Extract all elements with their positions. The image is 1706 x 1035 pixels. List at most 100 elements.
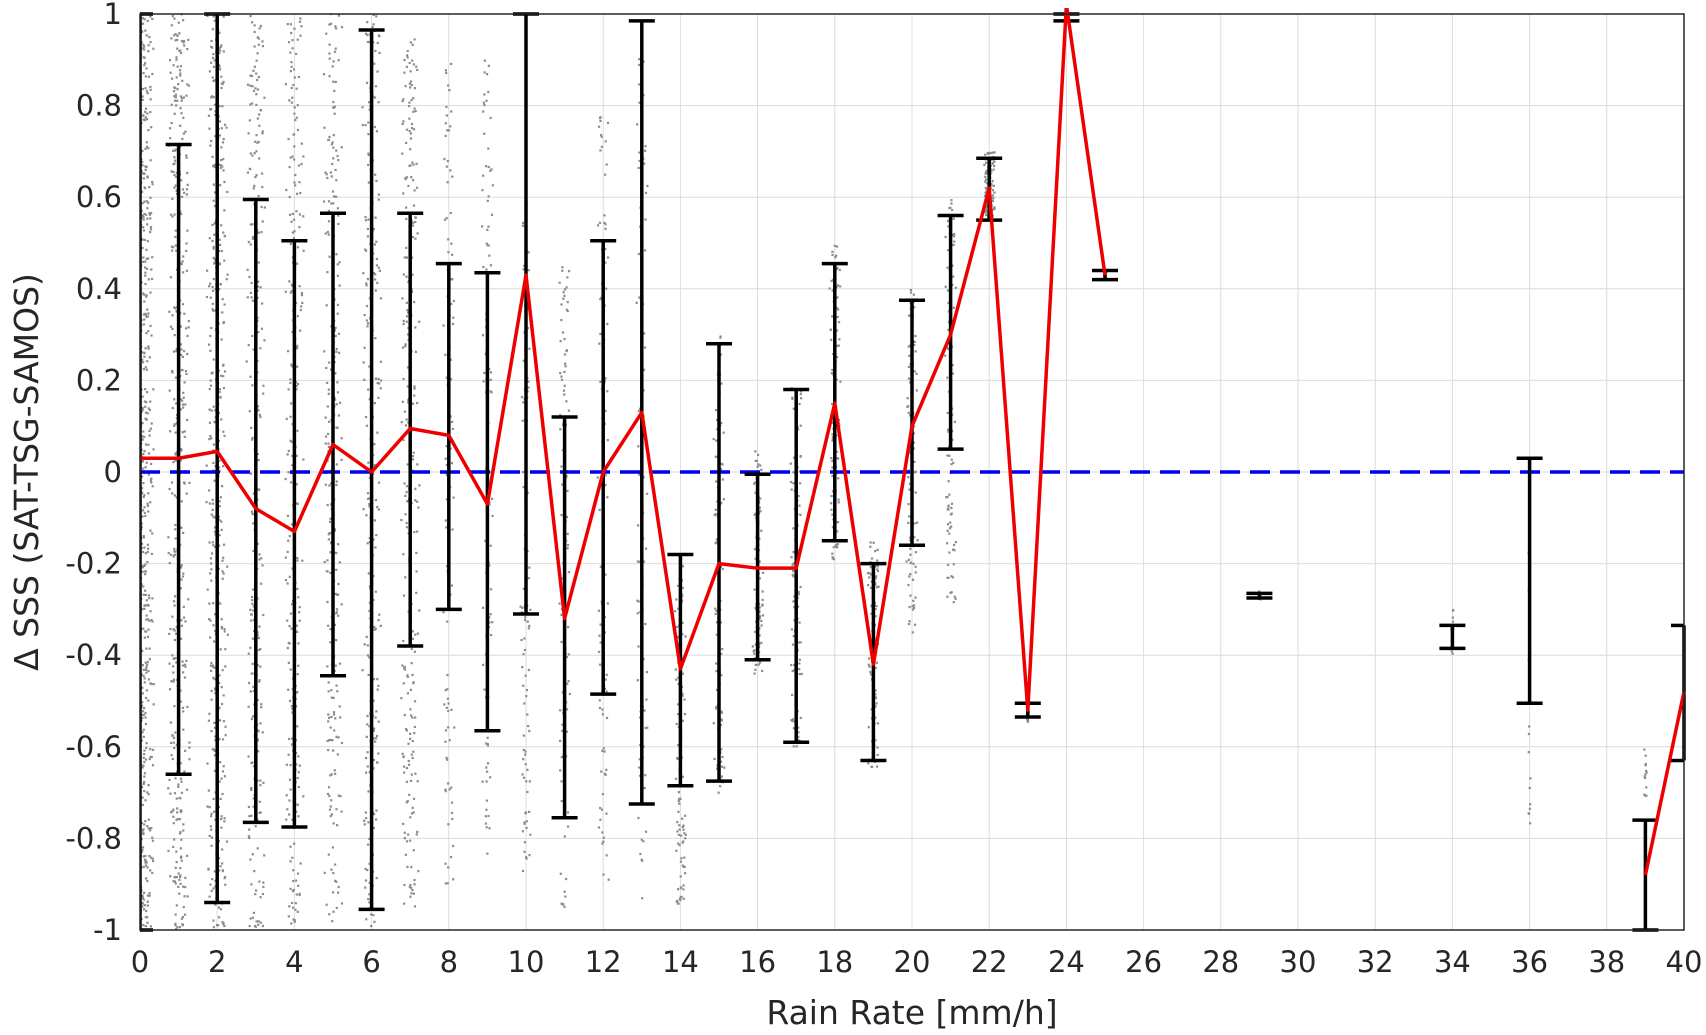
scatter-point: [295, 192, 299, 195]
scatter-point: [172, 170, 175, 174]
scatter-point: [753, 548, 757, 551]
scatter-point: [415, 833, 418, 836]
scatter-point: [604, 483, 607, 487]
scatter-point: [831, 557, 834, 560]
scatter-point: [147, 699, 150, 702]
scatter-point: [677, 607, 680, 610]
scatter-point: [181, 923, 184, 926]
scatter-point: [405, 217, 408, 221]
scatter-point: [150, 552, 154, 556]
scatter-point: [172, 350, 176, 353]
scatter-point: [450, 302, 453, 306]
scatter-point: [870, 573, 873, 576]
scatter-point: [413, 128, 416, 131]
scatter-point: [792, 570, 795, 573]
scatter-point: [257, 140, 260, 143]
scatter-point: [256, 52, 259, 55]
scatter-point: [171, 492, 174, 495]
scatter-point: [411, 806, 414, 809]
scatter-point: [147, 670, 150, 673]
scatter-point: [142, 467, 145, 470]
scatter-point: [333, 713, 336, 716]
scatter-point: [292, 869, 295, 872]
scatter-point: [404, 85, 407, 88]
scatter-point: [367, 461, 370, 464]
scatter-point: [223, 434, 226, 437]
scatter-point: [173, 34, 176, 37]
scatter-point: [298, 285, 301, 288]
scatter-point: [250, 510, 253, 513]
scatter-point: [149, 228, 153, 231]
scatter-point: [333, 89, 336, 93]
scatter-point: [249, 690, 252, 693]
scatter-point: [146, 92, 149, 95]
scatter-point: [143, 18, 146, 21]
scatter-point: [522, 684, 525, 687]
scatter-point: [993, 207, 996, 210]
scatter-point: [640, 858, 643, 861]
scatter-point: [140, 216, 143, 220]
scatter-point: [250, 786, 253, 790]
scatter-point: [413, 905, 417, 908]
scatter-point: [870, 605, 873, 608]
scatter-point: [365, 282, 368, 285]
scatter-point: [179, 343, 183, 346]
scatter-point: [408, 793, 411, 796]
scatter-point: [403, 713, 406, 717]
scatter-point: [482, 110, 485, 113]
scatter-point: [564, 365, 567, 368]
scatter-point: [149, 98, 152, 101]
scatter-point: [830, 279, 833, 283]
scatter-point: [292, 888, 295, 892]
scatter-point: [442, 611, 445, 614]
scatter-point: [337, 351, 341, 354]
scatter-point: [289, 156, 292, 159]
scatter-point: [378, 35, 381, 38]
scatter-point: [261, 172, 264, 175]
scatter-point: [210, 96, 213, 99]
scatter-point: [411, 458, 415, 461]
scatter-point: [838, 338, 841, 341]
scatter-point: [174, 175, 178, 178]
scatter-point: [908, 381, 912, 384]
scatter-point: [327, 690, 330, 693]
scatter-point: [179, 448, 182, 451]
scatter-point: [257, 636, 260, 640]
scatter-point: [290, 289, 293, 293]
scatter-point: [294, 908, 297, 911]
scatter-point: [599, 332, 602, 336]
scatter-point: [150, 126, 153, 129]
scatter-point: [487, 147, 490, 150]
scatter-point: [175, 350, 178, 353]
scatter-point: [364, 248, 367, 251]
scatter-point: [416, 780, 419, 783]
scatter-point: [376, 70, 379, 73]
scatter-point: [450, 708, 453, 711]
scatter-point: [797, 735, 800, 738]
scatter-point: [181, 664, 185, 667]
scatter-point: [293, 158, 296, 161]
scatter-point: [186, 854, 189, 857]
scatter-point: [413, 883, 416, 886]
scatter-point: [174, 32, 177, 36]
scatter-point: [330, 813, 334, 816]
scatter-point: [760, 529, 763, 532]
scatter-point: [143, 749, 146, 752]
scatter-point: [645, 671, 649, 674]
scatter-point: [170, 121, 173, 125]
scatter-point: [452, 299, 455, 303]
scatter-point: [410, 714, 413, 717]
scatter-point: [366, 644, 369, 647]
scatter-point: [214, 221, 217, 224]
scatter-point: [520, 638, 523, 642]
scatter-point: [173, 705, 176, 708]
scatter-point: [566, 825, 570, 828]
scatter-point: [251, 916, 255, 919]
scatter-point: [179, 847, 182, 850]
scatter-point: [256, 453, 259, 456]
error-bar: [1246, 591, 1273, 600]
scatter-point: [142, 256, 145, 259]
scatter-point: [206, 805, 209, 808]
scatter-point: [364, 756, 368, 760]
scatter-point: [405, 840, 409, 843]
